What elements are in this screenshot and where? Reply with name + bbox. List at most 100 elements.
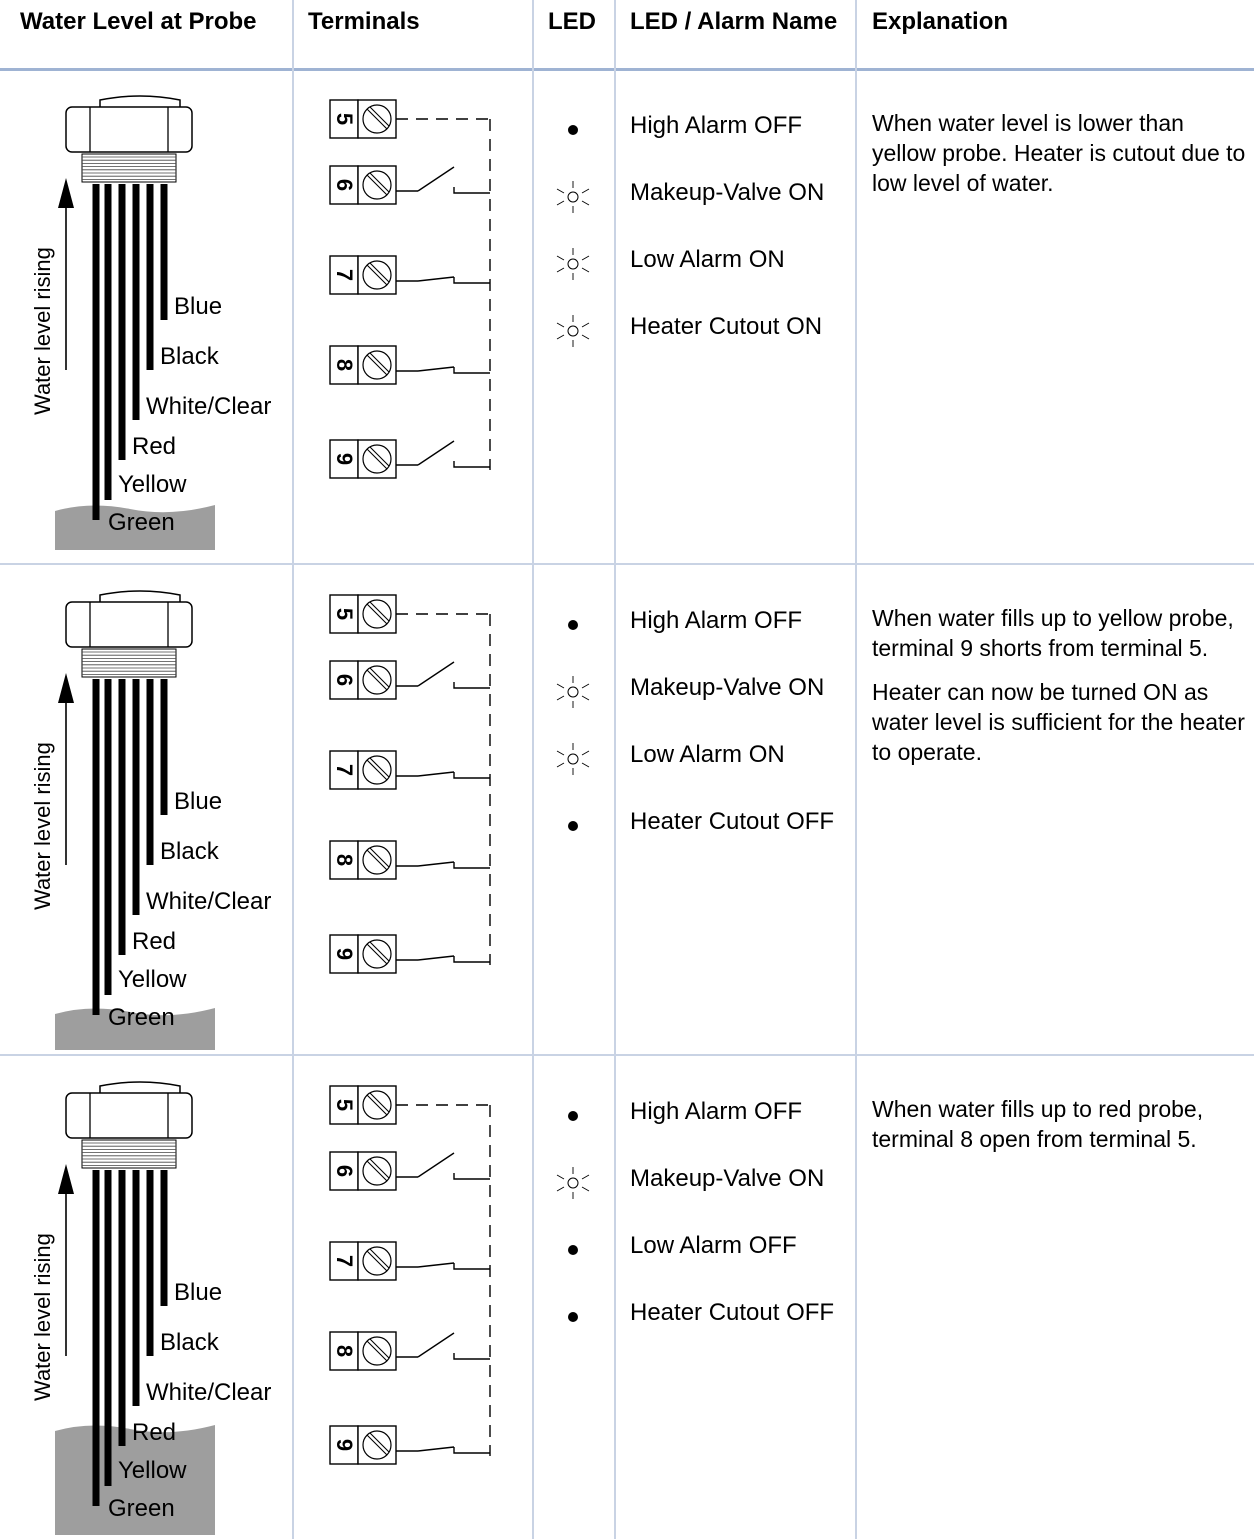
led-ray bbox=[556, 695, 565, 701]
led-ray bbox=[556, 683, 565, 689]
switch-contact bbox=[453, 461, 490, 468]
probe-nut bbox=[65, 601, 193, 648]
probe-label: Green bbox=[108, 1495, 175, 1522]
led-alarm-name: Heater Cutout OFF bbox=[630, 1299, 835, 1326]
switch-blade bbox=[417, 861, 455, 867]
switch-contact bbox=[453, 682, 490, 689]
led-off-indicator bbox=[568, 821, 578, 831]
led-off-indicator bbox=[568, 1312, 578, 1322]
led-alarm-name: Heater Cutout ON bbox=[630, 313, 823, 340]
switch-blade bbox=[417, 1332, 455, 1358]
probe-cap bbox=[99, 1081, 181, 1095]
led-off-indicator bbox=[568, 1111, 578, 1121]
probe-label: Red bbox=[132, 433, 177, 460]
terminal-number: 7 bbox=[332, 1254, 357, 1268]
probe-label: Green bbox=[108, 1004, 175, 1031]
rising-arrow-head bbox=[58, 1164, 74, 1194]
screw-slot bbox=[366, 264, 388, 286]
led-ray bbox=[556, 334, 565, 340]
probe-thread bbox=[81, 1139, 177, 1169]
led-alarm-name: High Alarm OFF bbox=[630, 1098, 803, 1125]
screw-slot bbox=[369, 667, 390, 688]
switch-contact bbox=[453, 1447, 490, 1454]
screw-slot bbox=[369, 757, 390, 778]
row-divider-2 bbox=[0, 1054, 1254, 1056]
led-alarm-name: Makeup-Valve ON bbox=[630, 1165, 825, 1192]
terminal-number-box bbox=[329, 840, 359, 880]
led-ray bbox=[556, 1186, 565, 1192]
probe-label: Blue bbox=[174, 788, 223, 815]
screw-slot bbox=[366, 1160, 388, 1182]
header-terminals: Terminals bbox=[308, 8, 420, 35]
screw-slot bbox=[366, 1340, 388, 1362]
switch-contact bbox=[453, 862, 490, 869]
switch-blade bbox=[417, 771, 455, 777]
switch-blade bbox=[417, 1446, 455, 1452]
led-ray bbox=[581, 683, 590, 689]
probe-label: Yellow bbox=[118, 966, 187, 993]
screw-slot bbox=[369, 106, 390, 127]
header-water-level: Water Level at Probe bbox=[20, 8, 257, 35]
terminal-number: 8 bbox=[332, 358, 357, 372]
probe-thread bbox=[81, 153, 177, 183]
explanation-text: When water fills up to red probe, termin… bbox=[872, 1094, 1250, 1168]
probe-cap bbox=[99, 95, 181, 109]
switch-blade bbox=[417, 166, 455, 192]
terminal-number: 9 bbox=[332, 1438, 357, 1452]
explanation-paragraph: When water fills up to yellow probe, ter… bbox=[872, 605, 1234, 661]
switch-contact bbox=[453, 1263, 490, 1270]
probe-nut bbox=[65, 106, 193, 153]
terminal-number-box bbox=[329, 255, 359, 295]
led-ray bbox=[556, 762, 565, 768]
screw-slot bbox=[366, 1094, 388, 1116]
led-ray bbox=[556, 1174, 565, 1180]
terminal-number-box bbox=[329, 439, 359, 479]
rising-label: Water level rising bbox=[30, 247, 55, 415]
probe-label: White/Clear bbox=[146, 393, 272, 420]
led-off-indicator bbox=[568, 1245, 578, 1255]
probe-label: Black bbox=[160, 1329, 219, 1356]
switch-contact bbox=[453, 367, 490, 374]
terminal-number: 6 bbox=[332, 178, 357, 192]
led-off-indicator bbox=[568, 125, 578, 135]
screw-slot bbox=[366, 108, 388, 130]
screw-slot bbox=[369, 172, 390, 193]
probe-label: Red bbox=[132, 1419, 177, 1446]
screw-slot bbox=[366, 849, 388, 871]
terminal-number: 9 bbox=[332, 947, 357, 961]
row-divider-1 bbox=[0, 563, 1254, 565]
led-on-indicator bbox=[567, 1177, 579, 1189]
led-alarm-name: Heater Cutout OFF bbox=[630, 808, 835, 835]
switch-blade bbox=[417, 955, 455, 961]
probe-label: Yellow bbox=[118, 471, 187, 498]
switch-contact bbox=[453, 956, 490, 963]
probe-label: Yellow bbox=[118, 1457, 187, 1484]
explanation-paragraph: Heater can now be turned ON as water lev… bbox=[872, 679, 1245, 765]
led-ray bbox=[556, 267, 565, 273]
explanation-text: When water level is lower than yellow pr… bbox=[872, 108, 1250, 212]
column-divider-4 bbox=[855, 0, 857, 1539]
probe-label: Black bbox=[160, 343, 219, 370]
screw-slot bbox=[369, 847, 390, 868]
led-ray bbox=[581, 334, 590, 340]
switch-contact bbox=[453, 1353, 490, 1360]
led-ray bbox=[556, 255, 565, 261]
switch-blade bbox=[417, 1262, 455, 1268]
led-ray bbox=[556, 188, 565, 194]
column-divider-1 bbox=[292, 0, 294, 1539]
terminal-number-box bbox=[329, 1085, 359, 1125]
explanation-paragraph: When water level is lower than yellow pr… bbox=[872, 110, 1246, 196]
terminal-number-box bbox=[329, 660, 359, 700]
rising-label: Water level rising bbox=[30, 1233, 55, 1401]
led-ray bbox=[581, 762, 590, 768]
screw-slot bbox=[369, 1092, 390, 1113]
explanation-paragraph: When water fills up to red probe, termin… bbox=[872, 1096, 1204, 1152]
screw-slot bbox=[369, 446, 390, 467]
terminal-number: 8 bbox=[332, 1344, 357, 1358]
screw-slot bbox=[369, 1158, 390, 1179]
probe-thread bbox=[81, 648, 177, 678]
screw-slot bbox=[369, 601, 390, 622]
terminal-number: 5 bbox=[332, 112, 357, 126]
switch-blade bbox=[417, 440, 455, 466]
